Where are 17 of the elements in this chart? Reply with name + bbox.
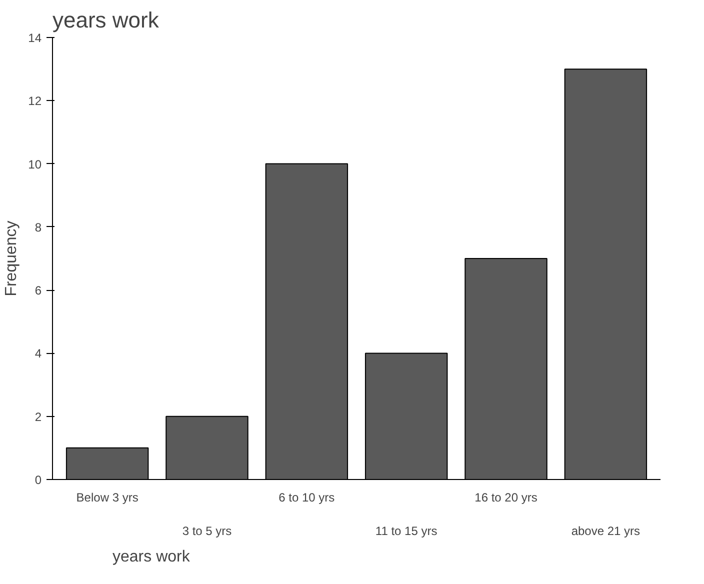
chart-title: years work: [52, 8, 160, 32]
x-tick-label: 6 to 10 yrs: [278, 490, 335, 504]
x-tick-label: Below 3 yrs: [76, 490, 138, 504]
y-tick-label: 6: [34, 284, 42, 298]
y-tick-label: 2: [34, 410, 42, 424]
x-tick-label: above 21 yrs: [571, 524, 640, 538]
y-tick-label: 12: [28, 94, 42, 108]
y-tick-label: 8: [34, 220, 42, 234]
y-tick-label: 14: [28, 31, 42, 45]
x-tick-label: 16 to 20 yrs: [474, 490, 538, 504]
x-tick-label: 11 to 15 yrs: [375, 524, 438, 538]
y-tick-label: 0: [34, 473, 42, 487]
x-axis-title: years work: [112, 548, 191, 566]
y-tick-label: 10: [28, 157, 42, 172]
x-tick-label: 3 to 5 yrs: [182, 524, 232, 538]
y-axis-title: Frequency: [3, 220, 20, 296]
y-tick-label: 4: [34, 346, 42, 361]
